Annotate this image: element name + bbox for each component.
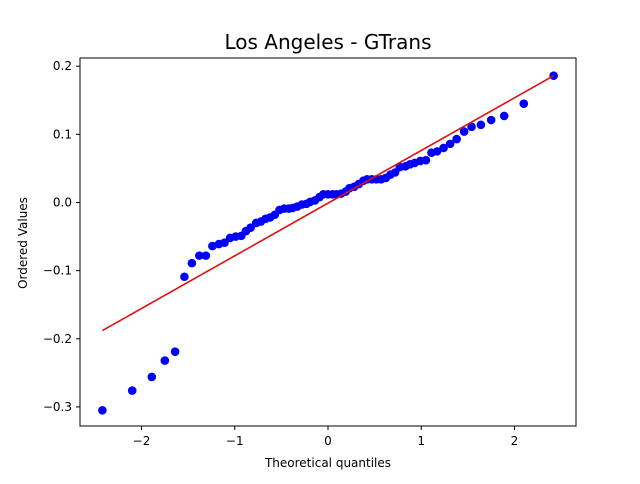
data-point bbox=[445, 139, 455, 149]
data-point bbox=[208, 241, 217, 251]
data-point bbox=[180, 272, 189, 282]
y-tick-label: −0.1 bbox=[43, 264, 72, 278]
data-point bbox=[439, 143, 448, 153]
data-point bbox=[187, 258, 197, 268]
data-point bbox=[160, 356, 170, 365]
y-axis-label: Ordered Values bbox=[16, 197, 30, 289]
x-tick-label: 2 bbox=[511, 434, 519, 448]
y-axis: −0.3 −0.2 −0.1 0.0 0.1 0.2 bbox=[43, 59, 80, 414]
data-point bbox=[459, 127, 469, 136]
x-axis: −2 −1 0 1 2 bbox=[133, 426, 519, 448]
y-tick-label: 0.0 bbox=[53, 195, 72, 209]
data-point bbox=[127, 386, 137, 395]
x-tick-label: −2 bbox=[133, 434, 151, 448]
data-point bbox=[170, 347, 180, 357]
y-tick-label: 0.2 bbox=[53, 59, 72, 73]
data-point bbox=[499, 111, 509, 121]
data-point bbox=[201, 251, 211, 260]
data-point bbox=[519, 99, 529, 108]
data-point bbox=[467, 122, 476, 132]
data-point bbox=[486, 115, 496, 125]
fit-line bbox=[101, 75, 555, 332]
data-point bbox=[98, 406, 107, 415]
x-tick-label: −1 bbox=[226, 434, 244, 448]
data-point bbox=[147, 372, 157, 382]
x-tick-label: 1 bbox=[417, 434, 425, 448]
y-tick-label: −0.3 bbox=[43, 400, 72, 414]
data-point bbox=[432, 147, 442, 156]
x-tick-label: 0 bbox=[324, 434, 332, 448]
y-tick-label: 0.1 bbox=[53, 127, 72, 141]
data-point bbox=[246, 223, 255, 232]
data-point bbox=[195, 251, 204, 260]
x-axis-label: Theoretical quantiles bbox=[264, 456, 391, 470]
y-tick-label: −0.2 bbox=[43, 332, 72, 346]
plot-area bbox=[79, 57, 577, 427]
data-point bbox=[421, 155, 431, 165]
data-point bbox=[220, 238, 229, 247]
chart-title: Los Angeles - GTrans bbox=[224, 30, 431, 54]
data-point bbox=[452, 134, 461, 144]
data-point bbox=[476, 120, 486, 130]
